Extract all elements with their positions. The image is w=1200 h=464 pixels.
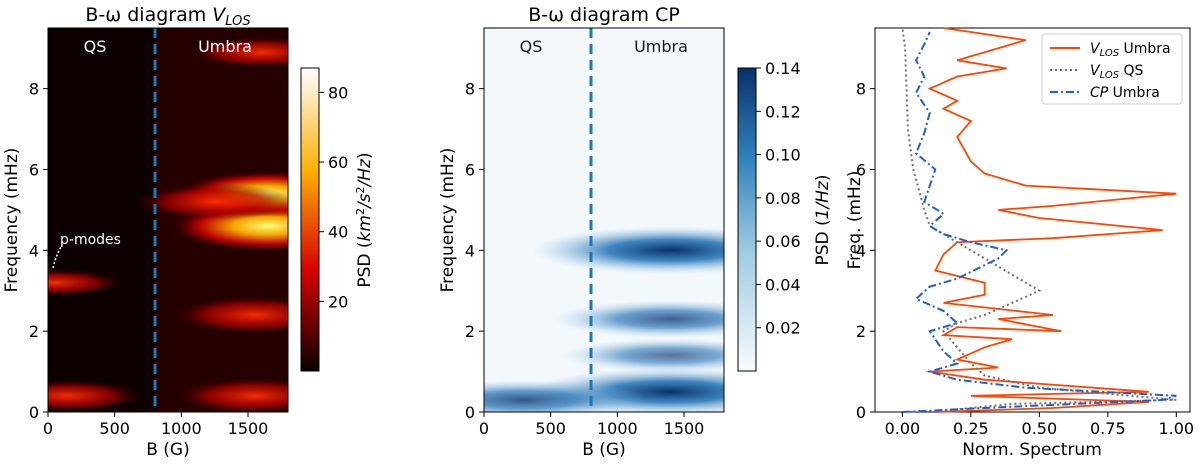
spectrum-ytick-label: 2 bbox=[856, 322, 866, 341]
vlos-region-umbra: Umbra bbox=[198, 37, 252, 56]
cp-xtick-label: 500 bbox=[535, 419, 566, 438]
spectrum-axes: 0.00 0.25 0.50 0.75 1.00 0 2 4 6 8 bbox=[856, 80, 1194, 438]
vlos-cbar-label: 80 bbox=[328, 83, 348, 102]
vlos-psd-blob bbox=[134, 183, 288, 221]
spectrum-xtick-label: 1.00 bbox=[1158, 419, 1194, 438]
spectrum-series-line-1 bbox=[901, 27, 1177, 413]
cp-ytick-label: 6 bbox=[465, 160, 475, 179]
vlos-ylabel: Frequency (mHz) bbox=[2, 148, 22, 293]
cp-cbar-label: 0.12 bbox=[765, 102, 801, 121]
cp-heatmap-blobs bbox=[484, 226, 724, 412]
cp-axes: 0 500 1000 1500 0 2 4 6 8 bbox=[465, 80, 705, 438]
vlos-xlabel: B (G) bbox=[146, 440, 190, 460]
vlos-xtick-label: 500 bbox=[99, 419, 130, 438]
vlos-psd-blob bbox=[187, 36, 288, 68]
vlos-colorbar-ticks: 20 40 60 80 bbox=[319, 83, 348, 311]
spectrum-ylabel: Freq. (mHz) bbox=[845, 171, 865, 270]
cp-colorbar bbox=[737, 67, 757, 372]
vlos-xtick-label: 1000 bbox=[161, 419, 202, 438]
legend-label-vlos-umbra: VLOS Umbra bbox=[1090, 41, 1171, 59]
spectrum-ytick-label: 6 bbox=[856, 160, 866, 179]
cp-ytick-label: 4 bbox=[465, 241, 475, 260]
cp-psd-blob bbox=[560, 338, 724, 373]
cp-xtick-label: 0 bbox=[479, 419, 489, 438]
cp-xtick-label: 1500 bbox=[664, 419, 705, 438]
spectrum-xlabel: Norm. Spectrum bbox=[962, 440, 1102, 460]
vlos-xtick-label: 1500 bbox=[228, 419, 269, 438]
vlos-ytick-label: 6 bbox=[29, 160, 39, 179]
vlos-cbar-label: 40 bbox=[328, 223, 348, 242]
spectrum-legend: VLOS Umbra VLOS QS CP Umbra bbox=[1041, 33, 1183, 105]
spectrum-xtick-label: 0.50 bbox=[1022, 419, 1058, 438]
panel-cp-heatmap: B-ω diagram CP QS Umbra 0 500 1000 1500 0 2 4 6… bbox=[438, 4, 833, 460]
cp-colorbar-ticks: 0.02 0.04 0.06 0.08 0.10 0.12 0.14 bbox=[756, 59, 801, 338]
spectrum-series-line-0 bbox=[927, 27, 1177, 413]
pmodes-pointer bbox=[52, 244, 63, 269]
vlos-cbar-label: 60 bbox=[328, 153, 348, 172]
vlos-xtick-label: 0 bbox=[43, 419, 53, 438]
vlos-psd-blob bbox=[48, 379, 145, 412]
vlos-ytick-label: 8 bbox=[29, 80, 39, 99]
cp-cbar-label: 0.04 bbox=[765, 275, 801, 294]
spectrum-ytick-label: 0 bbox=[856, 403, 866, 422]
cp-psd-blob bbox=[552, 300, 724, 339]
spectrum-xtick-label: 0.00 bbox=[885, 419, 921, 438]
vlos-colorbar-label: PSD (km2/s2/Hz) bbox=[354, 152, 375, 287]
vlos-psd-blob bbox=[48, 268, 124, 297]
cp-cbar-label: 0.14 bbox=[765, 59, 801, 78]
vlos-heatmap-blobs bbox=[48, 36, 288, 412]
cp-region-qs: QS bbox=[520, 37, 543, 56]
cp-plot-frame bbox=[483, 27, 725, 413]
vlos-ytick-label: 0 bbox=[29, 403, 39, 422]
spectrum-ytick-label: 4 bbox=[856, 241, 866, 260]
cp-xtick-label: 1000 bbox=[597, 419, 638, 438]
cp-cbar-label: 0.10 bbox=[765, 146, 801, 165]
spectrum-xtick-label: 0.25 bbox=[953, 419, 989, 438]
cp-psd-blob bbox=[530, 226, 724, 275]
vlos-colorbar bbox=[300, 67, 320, 372]
cp-ylabel: Frequency (mHz) bbox=[438, 148, 458, 293]
vlos-cbar-label: 20 bbox=[328, 292, 348, 311]
vlos-ytick-label: 4 bbox=[29, 241, 39, 260]
panel-vlos-heatmap: B-ω diagram VLOS QS Umbra p-modes 0 500 10… bbox=[2, 4, 375, 460]
cp-psd-blob bbox=[484, 379, 647, 412]
vlos-psd-blob bbox=[174, 377, 288, 412]
spectrum-series bbox=[901, 27, 1177, 413]
cp-region-umbra: Umbra bbox=[634, 37, 688, 56]
cp-ytick-label: 8 bbox=[465, 80, 475, 99]
cp-cbar-label: 0.08 bbox=[765, 189, 801, 208]
legend-label-cp-umbra: CP Umbra bbox=[1090, 85, 1160, 101]
cp-colorbar-label: PSD (1/Hz) bbox=[813, 174, 833, 265]
panel-spectrum: 0.00 0.25 0.50 0.75 1.00 0 2 4 6 8 Norm. Spectrum… bbox=[845, 27, 1194, 460]
cp-ytick-label: 0 bbox=[465, 403, 475, 422]
vlos-plot-frame bbox=[47, 27, 289, 413]
cp-cbar-label: 0.02 bbox=[765, 319, 801, 338]
cp-cbar-label: 0.06 bbox=[765, 232, 801, 251]
vlos-axes: 0 500 1000 1500 0 2 4 6 8 bbox=[29, 80, 269, 438]
vlos-psd-blob bbox=[171, 295, 288, 335]
pmodes-annotation: p-modes bbox=[60, 232, 121, 248]
legend-box bbox=[1041, 33, 1183, 105]
vlos-title: B-ω diagram VLOS bbox=[85, 4, 250, 29]
vlos-region-qs: QS bbox=[84, 37, 107, 56]
cp-ytick-label: 2 bbox=[465, 322, 475, 341]
spectrum-ytick-label: 8 bbox=[856, 80, 866, 99]
spectrum-xtick-label: 0.75 bbox=[1090, 419, 1126, 438]
cp-title: B-ω diagram CP bbox=[528, 4, 680, 26]
legend-label-vlos-qs: VLOS QS bbox=[1090, 63, 1144, 81]
cp-xlabel: B (G) bbox=[582, 440, 626, 460]
vlos-ytick-label: 2 bbox=[29, 322, 39, 341]
spectrum-series-line-2 bbox=[902, 31, 1177, 413]
